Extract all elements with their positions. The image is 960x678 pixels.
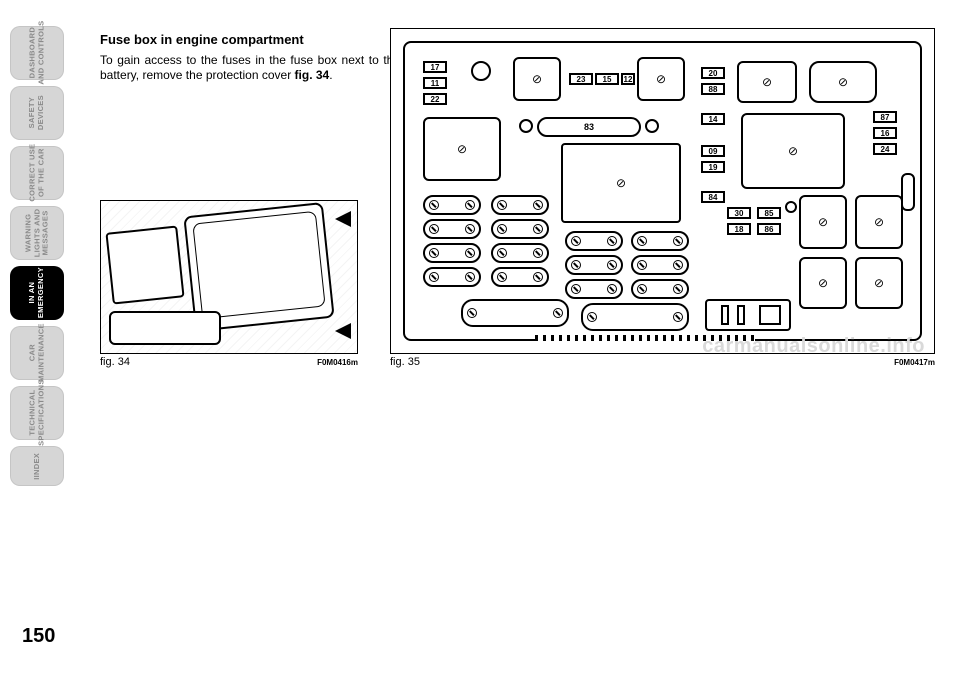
- tab-in-an-emergency[interactable]: IN AN EMERGENCY: [10, 266, 64, 320]
- fuse-30: 30: [727, 207, 751, 219]
- fusebox-diagram: 17 11 22 23 15 12 20 88 83: [403, 41, 922, 341]
- sidebar-nav: DASHBOARD AND CONTROLS SAFETY DEVICES CO…: [10, 26, 64, 486]
- fuse-bank-l2: [423, 219, 481, 239]
- fuse-23: 23: [569, 73, 593, 85]
- watermark: carmanualsonline.info: [702, 335, 925, 358]
- figure-35-label: fig. 35: [390, 356, 420, 368]
- fuse-17: 17: [423, 61, 447, 73]
- mount-hole: [471, 61, 491, 81]
- big-fuse-2: [581, 303, 689, 331]
- fuse-bank-r1: [565, 231, 623, 251]
- relay-top-right: [737, 61, 797, 103]
- slot-far-right: [901, 173, 915, 211]
- relay-br-1: [799, 195, 847, 249]
- connector-pin-3: [759, 305, 781, 325]
- fuse-14: 14: [701, 113, 725, 125]
- screw-left: [519, 119, 533, 133]
- fuse-bank-m3: [491, 243, 549, 263]
- figure-35: 17 11 22 23 15 12 20 88 83: [390, 28, 935, 368]
- connector-pin-2: [737, 305, 745, 325]
- screw-br: [785, 201, 797, 213]
- screw-right: [645, 119, 659, 133]
- tab-car-maintenance[interactable]: CAR MAINTENANCE: [10, 326, 64, 380]
- tab-index[interactable]: IINDEX: [10, 446, 64, 486]
- relay-br-4: [855, 257, 903, 309]
- content-block: Fuse box in engine compartment To gain a…: [100, 32, 400, 84]
- fuse-bank-rr2: [631, 255, 689, 275]
- section-body: To gain access to the fuses in the fuse …: [100, 53, 400, 84]
- fuse-84: 84: [701, 191, 725, 203]
- fuse-87: 87: [873, 111, 897, 123]
- fuse-bank-m4: [491, 267, 549, 287]
- tab-warning-lights[interactable]: WARNING LIGHTS AND MESSAGES: [10, 206, 64, 260]
- fuse-19: 19: [701, 161, 725, 173]
- fuse-09: 09: [701, 145, 725, 157]
- tab-technical-spec[interactable]: TECHNICAL SPECIFICATIONS: [10, 386, 64, 440]
- fuse-bank-r3: [565, 279, 623, 299]
- relay-br-2: [855, 195, 903, 249]
- big-fuse-1: [461, 299, 569, 327]
- fuse-86: 86: [757, 223, 781, 235]
- relay-top-2: [637, 57, 685, 101]
- tab-dashboard-controls[interactable]: DASHBOARD AND CONTROLS: [10, 26, 64, 80]
- fuse-22: 22: [423, 93, 447, 105]
- fuse-bank-m1: [491, 195, 549, 215]
- fuse-bank-rr3: [631, 279, 689, 299]
- fuse-24: 24: [873, 143, 897, 155]
- fuse-16: 16: [873, 127, 897, 139]
- relay-midright: [741, 113, 845, 189]
- figure-35-code: F0M0417m: [894, 358, 935, 367]
- fuse-bank-rr1: [631, 231, 689, 251]
- tab-safety-devices[interactable]: SAFETY DEVICES: [10, 86, 64, 140]
- relay-br-3: [799, 257, 847, 309]
- relay-top-1: [513, 57, 561, 101]
- figure-35-caption: fig. 35 F0M0417m carmanualsonline.info: [390, 356, 935, 368]
- fuse-bank-m2: [491, 219, 549, 239]
- fuse-20: 20: [701, 67, 725, 79]
- tab-correct-use[interactable]: CORRECT USE OF THE CAR: [10, 146, 64, 200]
- figure-34-caption: fig. 34 F0M0416m: [100, 356, 358, 368]
- fuse-85: 85: [757, 207, 781, 219]
- fuse-83: 83: [537, 117, 641, 137]
- page-number: 150: [22, 625, 55, 648]
- figure-34-label: fig. 34: [100, 356, 130, 368]
- fuse-bank-l4: [423, 267, 481, 287]
- fuse-18: 18: [727, 223, 751, 235]
- figure-35-frame: 17 11 22 23 15 12 20 88 83: [390, 28, 935, 354]
- relay-top-far-right: [809, 61, 877, 103]
- figure-34-frame: [100, 200, 358, 354]
- fuse-88: 88: [701, 83, 725, 95]
- relay-center-big: [561, 143, 681, 223]
- section-heading: Fuse box in engine compartment: [100, 32, 400, 47]
- fuse-bank-r2: [565, 255, 623, 275]
- fuse-bank-l3: [423, 243, 481, 263]
- fuse-12: 12: [621, 73, 635, 85]
- figure-34-lineart: [101, 201, 357, 353]
- fuse-11: 11: [423, 77, 447, 89]
- relay-left: [423, 117, 501, 181]
- fuse-15: 15: [595, 73, 619, 85]
- connector-pin-1: [721, 305, 729, 325]
- figure-34-code: F0M0416m: [317, 358, 358, 367]
- fuse-bank-l1: [423, 195, 481, 215]
- figure-34: fig. 34 F0M0416m: [100, 200, 358, 368]
- page: DASHBOARD AND CONTROLS SAFETY DEVICES CO…: [0, 0, 960, 678]
